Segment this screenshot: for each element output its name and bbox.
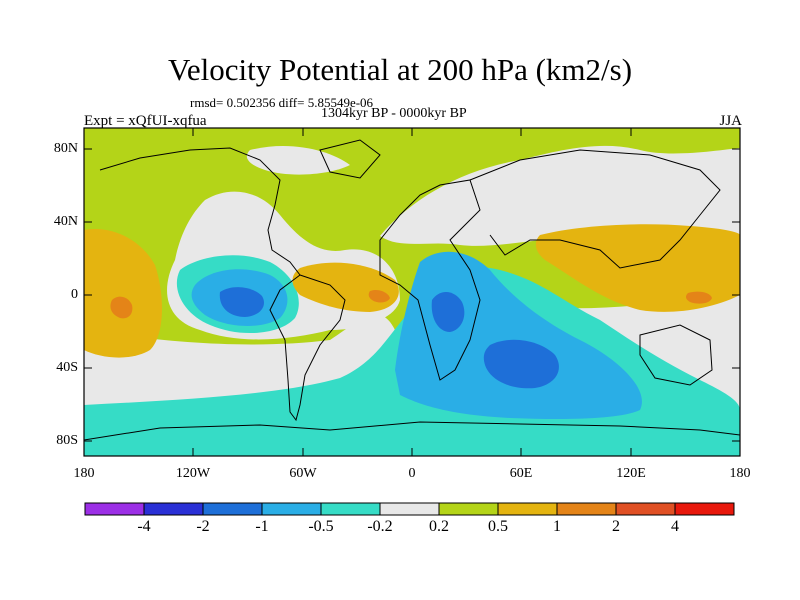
band-neutral-north (380, 145, 740, 246)
tick-marks (84, 128, 740, 456)
colorbar-swatch (143, 502, 204, 516)
band-orange-pacific-w (84, 228, 162, 358)
lat-tick-label: 40N (53, 214, 78, 229)
asia-coast (469, 149, 721, 269)
band-midblue-atl (483, 339, 559, 389)
colorbar (84, 502, 735, 516)
lon-tick-label: 120E (616, 466, 646, 481)
contour-field (84, 128, 740, 456)
lat-tick-label: 80S (56, 433, 78, 448)
colorbar-swatch (438, 502, 499, 516)
colorbar-label: 4 (671, 518, 679, 535)
band-darkorange-pacific (110, 296, 133, 319)
colorbar-label: 2 (612, 518, 620, 535)
band-neutral-arctic (246, 145, 350, 175)
colorbar-label: 1 (553, 518, 561, 535)
colorbar-label: 0.2 (429, 518, 449, 535)
season-label: JJA (719, 113, 742, 129)
band-orange-asia (535, 224, 740, 312)
colorbar-swatch (615, 502, 676, 516)
experiment-label: Expt = xQfUI-xqfua (84, 113, 207, 129)
colorbar-label: -2 (196, 518, 210, 535)
colorbar-swatch (202, 502, 263, 516)
map-title: Velocity Potential at 200 hPa (km2/s) (167, 52, 633, 87)
colorbar-swatch (674, 502, 735, 516)
colorbar-swatch (320, 502, 381, 516)
colorbar-swatch (84, 502, 145, 516)
lat-tick-label: 0 (71, 287, 78, 302)
colorbar-swatch (261, 502, 322, 516)
north-america-coast (99, 147, 301, 276)
lon-tick-label: 60W (289, 466, 317, 481)
colorbar-label: -0.5 (308, 518, 334, 535)
band-darkorange-asia (685, 291, 712, 304)
lon-tick-label: 60E (509, 466, 533, 481)
band-darkorange-atlantic (368, 289, 390, 303)
colorbar-swatch (379, 502, 440, 516)
australia-coast (639, 324, 713, 386)
lon-tick-label: 0 (408, 466, 416, 481)
band-lightblue-atl (395, 251, 642, 420)
coastlines (84, 139, 740, 441)
colorbar-label: -4 (137, 518, 151, 535)
lon-tick-label: 180 (729, 466, 751, 481)
period-label: 1304kyr BP - 0000kyr BP (321, 106, 467, 121)
south-america-coast (269, 274, 346, 422)
colorbar-label: -0.2 (367, 518, 393, 535)
colorbar-label: 0.5 (488, 518, 508, 535)
lon-tick-label: 180 (73, 466, 95, 481)
lat-tick-label: 40S (56, 360, 78, 375)
antarctica-coast (84, 421, 740, 441)
lon-tick-label: 120W (175, 466, 211, 481)
lat-tick-label: 80N (53, 141, 78, 156)
colorbar-label: -1 (255, 518, 269, 535)
colorbar-swatch (556, 502, 617, 516)
band-midblue-americas (219, 287, 265, 317)
band-midblue-africa (431, 291, 465, 332)
colorbar-swatch (497, 502, 558, 516)
greenland-coast (319, 139, 381, 179)
europe-africa-coast (379, 179, 481, 381)
stats-label: rmsd= 0.502356 diff= 5.85549e-06 (190, 95, 374, 110)
